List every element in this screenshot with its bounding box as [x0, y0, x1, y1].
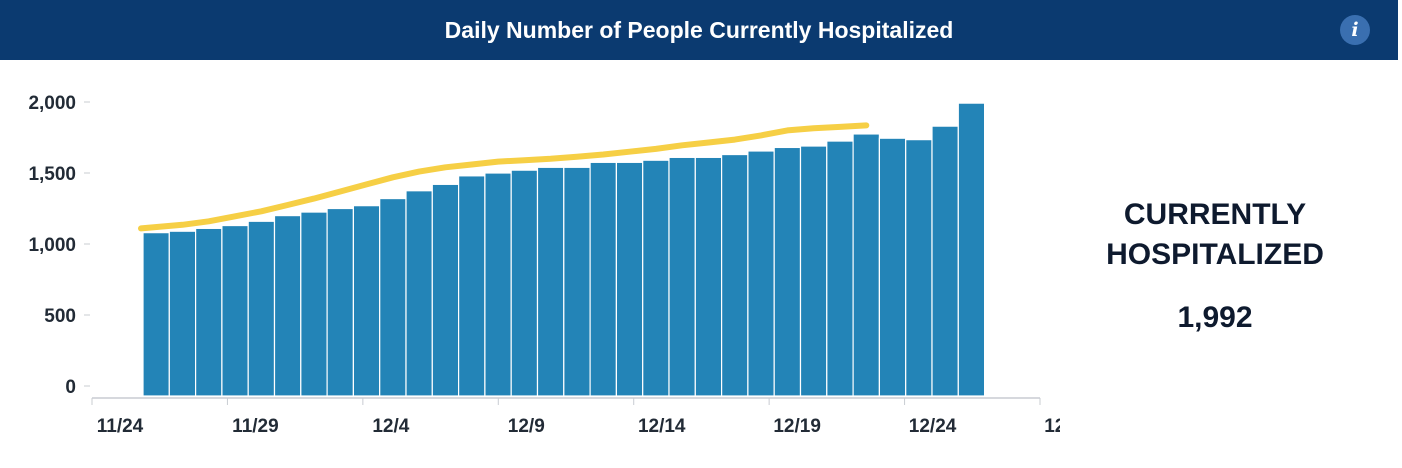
- bar: [931, 125, 959, 397]
- bar: [458, 175, 486, 397]
- bar: [536, 166, 565, 397]
- x-axis: 11/24 11/29 12/4 12/9 12/14 12/19 12/24 12/29: [91, 397, 1060, 437]
- bar: [852, 133, 880, 397]
- bar: [878, 137, 907, 397]
- bar: [195, 227, 223, 397]
- bar: [326, 207, 355, 397]
- bar: [905, 139, 933, 397]
- bar: [142, 232, 170, 397]
- summary-value: 1,992: [1177, 301, 1253, 334]
- chart-title: Daily Number of People Currently Hospita…: [444, 17, 954, 43]
- bar: [247, 220, 276, 397]
- bar: [273, 215, 302, 397]
- bar: [773, 146, 802, 397]
- chart-header: Daily Number of People Currently Hospita…: [0, 0, 1398, 60]
- y-tick-label: 1,500: [28, 164, 76, 185]
- y-axis: 0 500 1,000 1,500 2,000: [28, 93, 90, 398]
- summary-panel: CURRENTLY HOSPITALIZED 1,992: [1060, 195, 1370, 335]
- y-tick-label: 0: [65, 377, 76, 398]
- bar: [799, 145, 828, 397]
- y-tick-label: 2,000: [28, 93, 76, 114]
- x-tick-label: 12/29: [1044, 416, 1060, 437]
- bar: [300, 211, 328, 397]
- x-tick-label: 12/4: [372, 416, 409, 437]
- bar: [957, 102, 986, 397]
- bar: [431, 183, 460, 397]
- x-tick-label: 12/9: [508, 416, 545, 437]
- bar: [484, 172, 512, 397]
- bar: [168, 230, 197, 397]
- bar: [642, 159, 670, 397]
- bar: [826, 140, 854, 397]
- bar: [510, 169, 539, 397]
- bar: [221, 224, 249, 397]
- bar: [352, 205, 381, 397]
- info-icon[interactable]: i: [1340, 15, 1370, 45]
- bar: [668, 156, 696, 397]
- bar: [589, 161, 617, 397]
- x-tick-label: 12/19: [773, 416, 821, 437]
- x-tick-label: 12/14: [638, 416, 686, 437]
- bar: [720, 153, 749, 397]
- x-tick-label: 12/24: [909, 416, 957, 437]
- x-tick-label: 11/24: [97, 416, 144, 437]
- summary-label: CURRENTLY HOSPITALIZED: [1106, 198, 1324, 271]
- x-tick-label: 11/29: [232, 416, 279, 437]
- trend-line-path: [138, 122, 870, 232]
- trend-line: [138, 122, 870, 232]
- bar: [405, 190, 433, 397]
- bar: [615, 161, 644, 397]
- bar: [563, 166, 591, 397]
- bars: [142, 102, 986, 397]
- bar: [747, 150, 775, 397]
- bar-chart: 0 500 1,000 1,500 2,000 11/24 11/29 12/4 12/9 12…: [28, 93, 1060, 437]
- y-tick-label: 500: [44, 306, 76, 327]
- y-tick-label: 1,000: [28, 235, 76, 256]
- bar: [694, 156, 723, 397]
- bar: [379, 197, 407, 397]
